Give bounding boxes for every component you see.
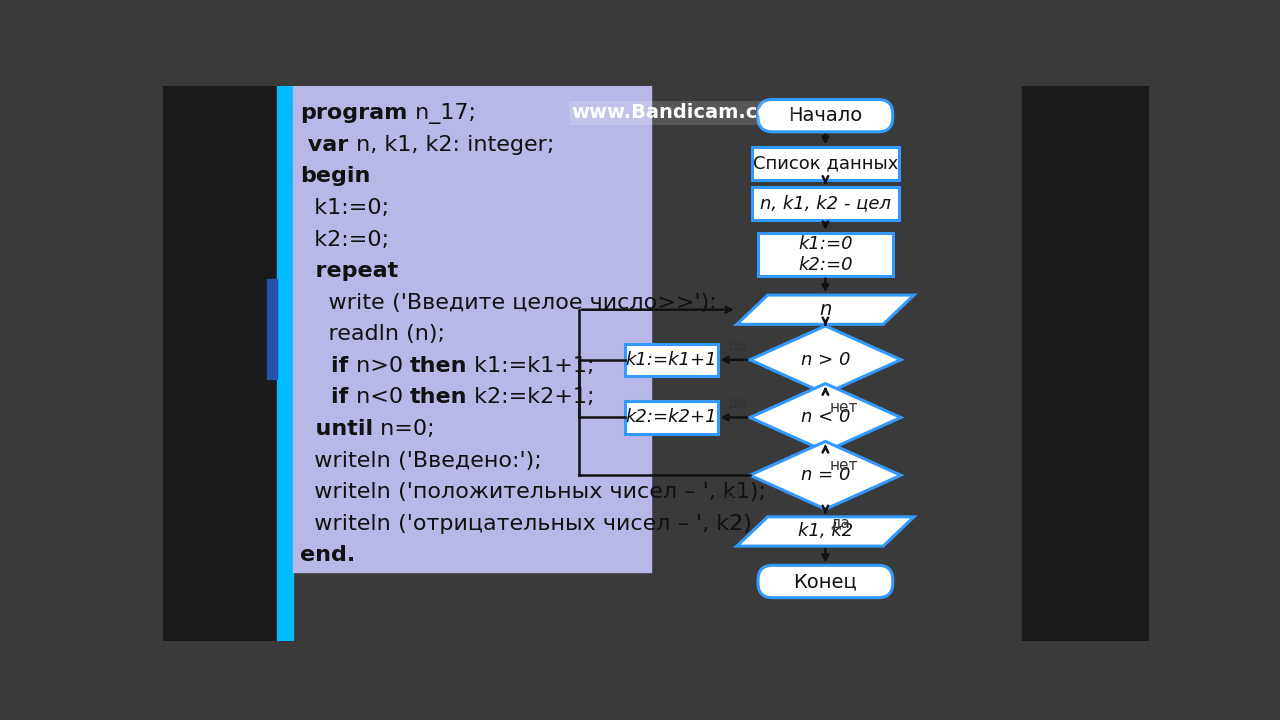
Text: until: until: [301, 419, 374, 439]
Bar: [758, 233, 892, 276]
Text: write: write: [301, 293, 385, 312]
Text: n, k1, k2 - цел: n, k1, k2 - цел: [760, 194, 891, 212]
Text: n: n: [819, 300, 832, 319]
Text: k1, k2: k1, k2: [797, 523, 852, 541]
Text: k2:=0;: k2:=0;: [301, 230, 389, 250]
Bar: [278, 86, 293, 641]
Text: then: then: [410, 356, 467, 376]
Text: repeat: repeat: [301, 261, 398, 282]
Text: k1:=k1+1;: k1:=k1+1;: [467, 356, 595, 376]
FancyBboxPatch shape: [758, 99, 892, 132]
Text: (n);: (n);: [399, 324, 445, 344]
Text: begin: begin: [301, 166, 371, 186]
Text: нет: нет: [716, 489, 744, 504]
Text: ('Введите целое число>>');: ('Введите целое число>>');: [385, 293, 717, 312]
Bar: [753, 187, 899, 220]
FancyBboxPatch shape: [758, 565, 892, 598]
Text: да: да: [727, 337, 746, 352]
Text: да: да: [829, 516, 850, 531]
Text: n<0: n<0: [348, 387, 410, 408]
Text: if: if: [301, 356, 348, 376]
Text: then: then: [410, 387, 467, 408]
Bar: [625, 401, 718, 433]
Text: k1:=0
k2:=0: k1:=0 k2:=0: [799, 235, 852, 274]
Polygon shape: [750, 441, 901, 509]
Text: ('Введено:');: ('Введено:');: [390, 451, 541, 471]
Bar: [268, 279, 278, 379]
Bar: [293, 86, 650, 572]
Text: Конец: Конец: [794, 572, 858, 591]
Text: ('положительных чисел – ', k1);: ('положительных чисел – ', k1);: [390, 482, 765, 502]
Text: www.Bandicam.com: www.Bandicam.com: [571, 104, 791, 122]
Text: writeln: writeln: [301, 451, 390, 471]
Text: var: var: [301, 135, 348, 155]
Text: writeln: writeln: [301, 514, 390, 534]
Text: n_17;: n_17;: [407, 104, 476, 125]
Text: ('отрицательных чисел – ', k2): ('отрицательных чисел – ', k2): [390, 514, 751, 534]
Text: program: program: [301, 104, 407, 123]
Polygon shape: [750, 326, 901, 394]
Text: нет: нет: [829, 457, 859, 472]
Text: нет: нет: [829, 400, 859, 415]
Text: k2:=k2+1;: k2:=k2+1;: [467, 387, 595, 408]
Bar: [753, 147, 899, 179]
Polygon shape: [737, 295, 914, 324]
Text: if: if: [301, 387, 348, 408]
Bar: [625, 343, 718, 376]
Text: k1:=k1+1: k1:=k1+1: [626, 351, 717, 369]
Bar: [1021, 86, 1149, 641]
Text: n < 0: n < 0: [801, 408, 850, 426]
Text: writeln: writeln: [301, 482, 390, 502]
Text: Начало: Начало: [788, 106, 863, 125]
Text: end.: end.: [301, 545, 356, 565]
Polygon shape: [737, 517, 914, 546]
Text: k1:=0;: k1:=0;: [301, 198, 389, 218]
Bar: [164, 86, 278, 641]
Text: Список данных: Список данных: [753, 154, 899, 172]
Text: n, k1, k2: integer;: n, k1, k2: integer;: [348, 135, 554, 155]
Text: n=0;: n=0;: [374, 419, 435, 439]
Text: n = 0: n = 0: [801, 467, 850, 485]
Text: k2:=k2+1: k2:=k2+1: [626, 408, 717, 426]
Text: n>0: n>0: [348, 356, 410, 376]
Text: да: да: [727, 395, 746, 410]
Text: readln: readln: [301, 324, 399, 344]
Polygon shape: [750, 384, 901, 451]
Text: n > 0: n > 0: [801, 351, 850, 369]
